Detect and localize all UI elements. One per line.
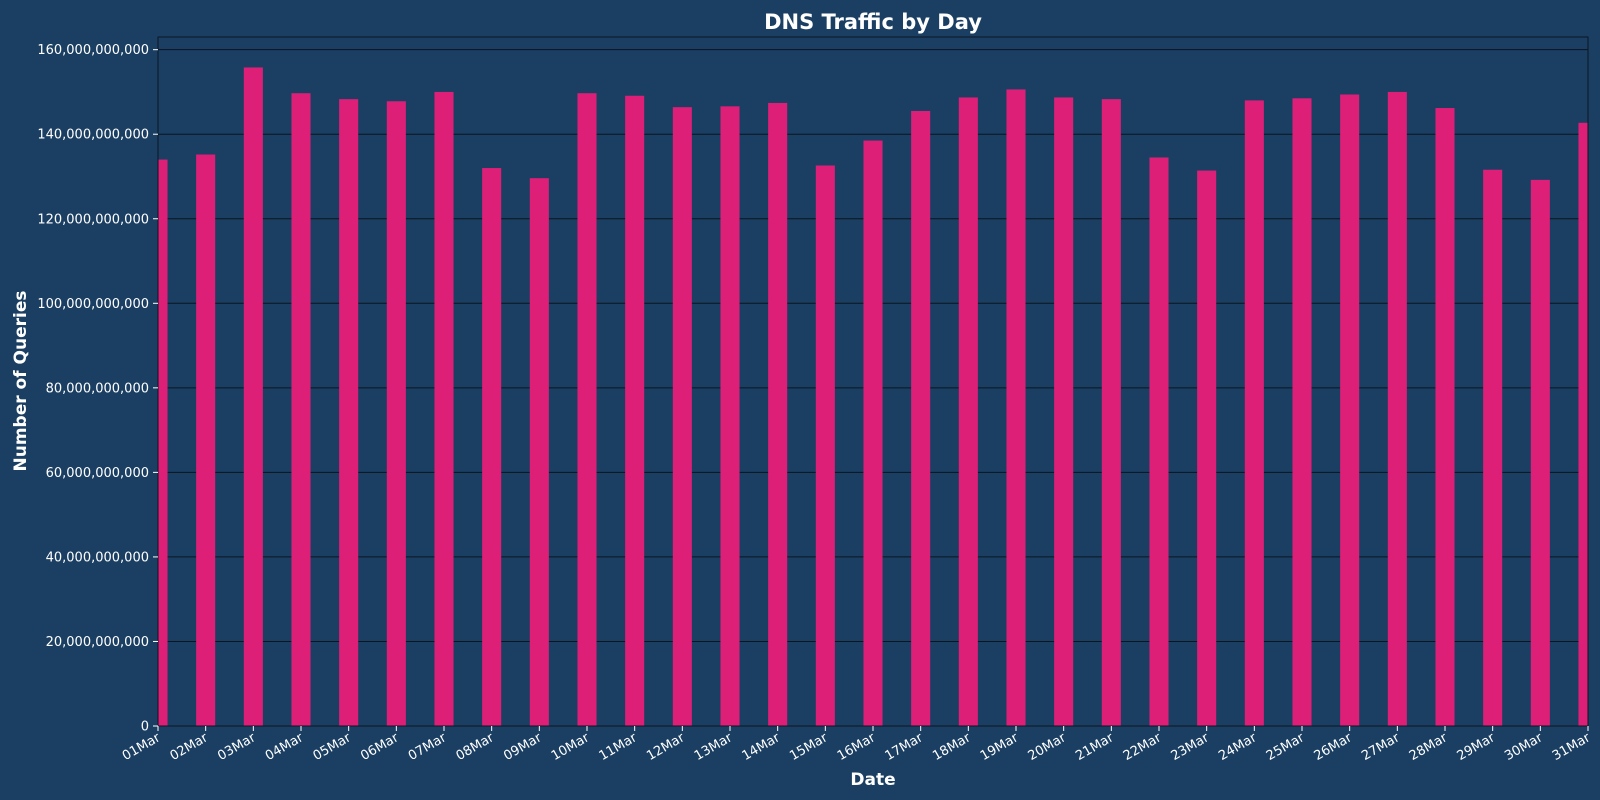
bar-28Mar <box>1435 108 1455 726</box>
bar-27Mar <box>1387 91 1407 726</box>
bar-07Mar <box>434 91 454 726</box>
y-tick-label: 80,000,000,000 <box>46 381 149 396</box>
y-tick-label: 100,000,000,000 <box>37 297 149 312</box>
bar-03Mar <box>243 67 263 726</box>
y-tick-label: 120,000,000,000 <box>37 212 149 227</box>
bar-01Mar <box>158 159 168 726</box>
y-axis-label: Number of Queries <box>11 291 31 472</box>
bar-17Mar <box>911 110 931 726</box>
bar-10Mar <box>577 93 597 726</box>
bar-11Mar <box>625 95 645 726</box>
bar-16Mar <box>863 140 883 726</box>
bar-04Mar <box>291 93 311 726</box>
bar-25Mar <box>1292 98 1312 726</box>
bar-18Mar <box>958 97 978 726</box>
bar-30Mar <box>1530 179 1550 726</box>
bar-19Mar <box>1006 89 1026 726</box>
bar-12Mar <box>672 107 692 726</box>
chart-title: DNS Traffic by Day <box>764 10 982 34</box>
y-tick-label: 0 <box>141 720 149 735</box>
bar-15Mar <box>815 165 835 726</box>
bar-23Mar <box>1197 170 1217 726</box>
y-tick-label: 40,000,000,000 <box>46 550 149 565</box>
bar-22Mar <box>1149 157 1169 726</box>
bars <box>158 67 1588 726</box>
bar-08Mar <box>482 168 502 726</box>
x-axis-label: Date <box>850 770 895 790</box>
bar-31Mar <box>1578 122 1588 726</box>
y-tick-labels: 0 20,000,000,000 40,000,000,000 60,000,000,… <box>37 43 158 735</box>
y-tick-label: 20,000,000,000 <box>46 635 149 650</box>
bar-24Mar <box>1244 100 1264 726</box>
bar-14Mar <box>768 102 788 726</box>
bar-13Mar <box>720 106 740 726</box>
bar-09Mar <box>529 178 549 726</box>
y-tick-label: 160,000,000,000 <box>37 43 149 58</box>
bar-06Mar <box>386 101 406 726</box>
y-tick-label: 140,000,000,000 <box>37 128 149 143</box>
bar-05Mar <box>339 99 359 726</box>
y-tick-label: 60,000,000,000 <box>46 466 149 481</box>
bar-21Mar <box>1101 99 1121 726</box>
bar-20Mar <box>1054 97 1074 726</box>
bar-02Mar <box>196 154 216 726</box>
bar-26Mar <box>1340 94 1360 726</box>
bar-29Mar <box>1483 169 1503 726</box>
